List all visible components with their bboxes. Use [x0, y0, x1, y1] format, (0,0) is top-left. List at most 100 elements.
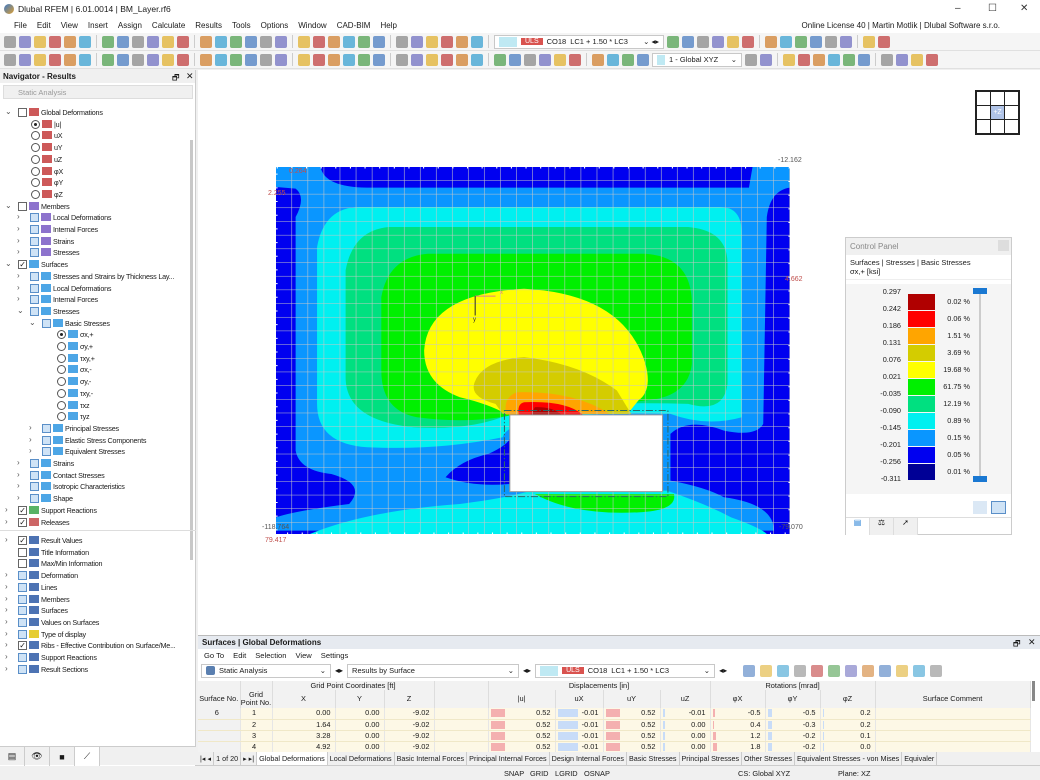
- tree-item[interactable]: › Elastic Stress Components: [0, 435, 190, 446]
- tree-item[interactable]: › Deformation: [0, 570, 190, 581]
- tree-item[interactable]: › ✓ Ribs - Effective Contribution on Surfa…: [0, 640, 190, 651]
- tree-item[interactable]: ⌄ ✓ Surfaces: [0, 259, 190, 270]
- tree-item[interactable]: › Local Deformations: [0, 283, 190, 294]
- toolbar-tool-icon[interactable]: [132, 53, 144, 66]
- radio-button[interactable]: [57, 400, 66, 410]
- table-row[interactable]: 3 3.28 0.00 -9.02 0.52 -0.01 0.52 0.00 1.2 -0.2 0.…: [198, 730, 1031, 742]
- tree-item[interactable]: › Internal Forces: [0, 294, 190, 305]
- toolbar-tool-icon[interactable]: [843, 53, 855, 66]
- tree-item[interactable]: › Principal Stresses: [0, 423, 190, 434]
- toolbar-tool-icon[interactable]: [682, 35, 694, 48]
- tab-basic-stresses[interactable]: Basic Stresses: [627, 752, 680, 766]
- checkbox[interactable]: [18, 582, 27, 592]
- tree-item[interactable]: › Support Reactions: [0, 652, 190, 663]
- tree-item[interactable]: Title Information: [0, 547, 190, 558]
- legend-slider-track[interactable]: [979, 290, 981, 480]
- checkbox[interactable]: [18, 547, 27, 557]
- legend-slider-bottom-handle[interactable]: [973, 476, 987, 482]
- radio-button[interactable]: [31, 189, 40, 199]
- toolbar-tool-icon[interactable]: [200, 35, 212, 48]
- tree-item[interactable]: Max/Min Information: [0, 558, 190, 569]
- chevron-right-icon[interactable]: ›: [5, 605, 8, 615]
- chevron-down-icon[interactable]: ⌄: [5, 107, 12, 116]
- chevron-right-icon[interactable]: ›: [5, 593, 8, 603]
- tree-item[interactable]: › Stresses: [0, 247, 190, 258]
- toolbar-tool-icon[interactable]: [177, 53, 189, 66]
- toolbar-tool-icon[interactable]: [102, 53, 114, 66]
- column-header[interactable]: uY: [603, 690, 661, 708]
- menu-view[interactable]: View: [295, 651, 312, 660]
- next-arrow-icon[interactable]: ◂▸: [523, 666, 532, 675]
- chevron-down-icon[interactable]: ⌄: [29, 317, 36, 327]
- tree-item[interactable]: › Internal Forces: [0, 224, 190, 235]
- close-icon[interactable]: ✕: [1028, 637, 1036, 647]
- checkbox[interactable]: [18, 594, 27, 604]
- table-row[interactable]: 2 1.64 0.00 -9.02 0.52 -0.01 0.52 0.00 0.4 -0.3 0.…: [198, 719, 1031, 731]
- tree-item[interactable]: › Lines: [0, 582, 190, 593]
- prev-arrow-icon[interactable]: ◂▸: [335, 666, 344, 675]
- table-tool-icon[interactable]: [862, 664, 875, 677]
- toolbar-tool-icon[interactable]: [926, 53, 938, 66]
- toolbar-tool-icon[interactable]: [396, 53, 408, 66]
- checkbox[interactable]: [18, 559, 27, 569]
- toolbar-tool-icon[interactable]: [64, 53, 76, 66]
- chevron-down-icon[interactable]: ⌄: [5, 259, 12, 269]
- checkbox[interactable]: [30, 283, 39, 293]
- tree-item[interactable]: › ✓ Releases: [0, 517, 190, 528]
- toolbar-tool-icon[interactable]: [745, 53, 757, 66]
- menu-help[interactable]: Help: [380, 21, 397, 30]
- toolbar-tool-icon[interactable]: [34, 53, 46, 66]
- grid-toggle[interactable]: GRID: [530, 769, 549, 778]
- toolbar-tool-icon[interactable]: [162, 53, 174, 66]
- chevron-right-icon[interactable]: ›: [5, 628, 8, 638]
- tree-item[interactable]: τyz: [0, 411, 190, 422]
- float-icon[interactable]: 🗗: [1013, 639, 1021, 648]
- tree-item[interactable]: › Values on Surfaces: [0, 617, 190, 628]
- radio-button[interactable]: [31, 131, 40, 141]
- tree-item[interactable]: ⌄ Members: [0, 201, 190, 212]
- chevron-down-icon[interactable]: ⌄: [17, 305, 24, 315]
- toolbar-tool-icon[interactable]: [358, 53, 370, 66]
- toolbar-tool-icon[interactable]: [19, 35, 31, 48]
- table-tool-icon[interactable]: [913, 664, 926, 677]
- minimize-button[interactable]: –: [955, 3, 961, 14]
- toolbar-tool-icon[interactable]: [215, 53, 227, 66]
- menu-results[interactable]: Results: [195, 21, 222, 30]
- radio-button[interactable]: [57, 377, 66, 387]
- tree-item[interactable]: › Strains: [0, 458, 190, 469]
- radio-button[interactable]: [57, 342, 66, 351]
- tree-item[interactable]: › Members: [0, 594, 190, 605]
- toolbar-tool-icon[interactable]: [441, 35, 453, 48]
- control-panel-close-button[interactable]: [998, 240, 1009, 251]
- view-select[interactable]: 1 - Global XYZ ⌄: [652, 52, 742, 67]
- tree-item[interactable]: φX: [0, 166, 190, 177]
- tab-local-deformations[interactable]: Local Deformations: [328, 752, 395, 766]
- chevron-right-icon[interactable]: ›: [29, 446, 32, 456]
- radio-button[interactable]: [57, 353, 66, 363]
- toolbar-tool-icon[interactable]: [79, 35, 91, 48]
- toolbar-tool-icon[interactable]: [230, 53, 242, 66]
- menu-selection[interactable]: Selection: [255, 651, 287, 660]
- toolbar-tool-icon[interactable]: [539, 53, 551, 66]
- next-page-button[interactable]: ▸ ▸|: [241, 752, 258, 766]
- tree-item[interactable]: τxy,-: [0, 388, 190, 399]
- table-tool-icon[interactable]: [777, 664, 790, 677]
- splitter[interactable]: [0, 530, 196, 531]
- tree-item[interactable]: φY: [0, 177, 190, 188]
- view-cube-face-z[interactable]: +Z: [991, 106, 1004, 119]
- toolbar-tool-icon[interactable]: [373, 35, 385, 48]
- toolbar-tool-icon[interactable]: [667, 35, 679, 48]
- column-header[interactable]: Surface No.: [198, 690, 241, 708]
- toolbar-tool-icon[interactable]: [4, 35, 16, 48]
- menu-settings[interactable]: Settings: [320, 651, 349, 660]
- tree-item[interactable]: |u|: [0, 119, 190, 130]
- menu-window[interactable]: Window: [298, 21, 327, 30]
- combo-arrows-icon[interactable]: ◂▸: [719, 666, 728, 675]
- chevron-right-icon[interactable]: ›: [17, 270, 20, 280]
- tab-data-icon[interactable]: ▤: [0, 747, 25, 766]
- toolbar-tool-icon[interactable]: [426, 35, 438, 48]
- first-page-button[interactable]: |◂ ◂: [198, 752, 215, 766]
- tab-equivalent-stresses-von-mises[interactable]: Equivalent Stresses - von Mises: [795, 752, 903, 766]
- table-scrollbar[interactable]: [1032, 681, 1035, 701]
- toolbar-tool-icon[interactable]: [411, 53, 423, 66]
